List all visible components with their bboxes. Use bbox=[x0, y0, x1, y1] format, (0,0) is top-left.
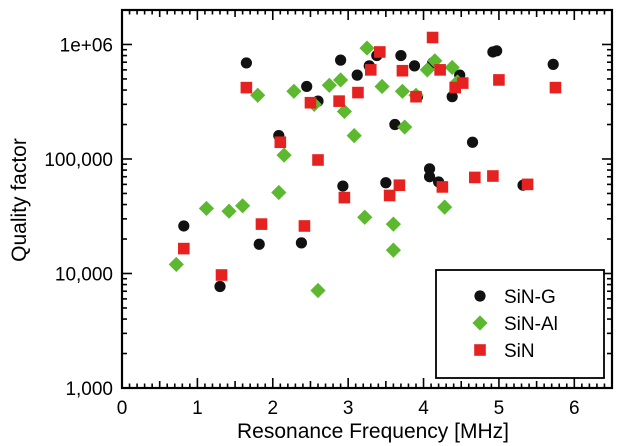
point-sin bbox=[255, 218, 268, 230]
point-sin-g bbox=[380, 177, 392, 189]
point-sin bbox=[426, 31, 439, 44]
point-sin-al bbox=[437, 199, 453, 215]
legend-label: SiN-Al bbox=[504, 314, 558, 335]
legend-marker bbox=[474, 344, 486, 356]
point-sin bbox=[393, 179, 406, 192]
legend-label: SiN bbox=[504, 341, 535, 362]
y-tick-label: 100,000 bbox=[44, 150, 113, 171]
point-sin-al bbox=[221, 203, 237, 219]
point-sin-al bbox=[235, 198, 251, 214]
point-sin-g bbox=[178, 220, 190, 232]
point-sin bbox=[469, 171, 481, 184]
point-sin-g bbox=[446, 91, 458, 103]
point-sin-g bbox=[335, 54, 347, 66]
x-tick-label: 2 bbox=[267, 398, 278, 419]
point-sin-al bbox=[357, 209, 373, 225]
point-sin-g bbox=[240, 57, 252, 69]
x-axis-title: Resonance Frequency [MHz] bbox=[237, 420, 509, 443]
point-sin bbox=[449, 81, 461, 94]
point-sin bbox=[374, 46, 386, 58]
point-sin bbox=[549, 81, 562, 94]
point-sin-g bbox=[491, 45, 503, 57]
point-sin-g bbox=[395, 49, 407, 62]
point-sin-al bbox=[359, 40, 375, 56]
point-sin-g bbox=[466, 136, 479, 148]
point-sin-al bbox=[336, 103, 352, 120]
point-sin bbox=[298, 220, 311, 232]
point-sin-al bbox=[374, 78, 390, 95]
point-sin-al bbox=[168, 256, 184, 273]
data-points bbox=[168, 31, 562, 299]
point-sin bbox=[521, 178, 534, 191]
point-sin-g bbox=[253, 238, 265, 250]
legend-box bbox=[435, 269, 605, 379]
point-sin-g bbox=[423, 171, 436, 183]
legend-marker bbox=[472, 315, 488, 331]
point-sin bbox=[434, 64, 446, 76]
point-sin-al bbox=[427, 53, 443, 69]
point-sin-g bbox=[408, 60, 421, 72]
point-sin-g bbox=[337, 180, 349, 192]
point-sin bbox=[338, 191, 351, 204]
tick-labels: 0 1 2 3 4 5 6 1,000 10,000 100,000 1e+06 bbox=[44, 35, 579, 419]
point-sin-al bbox=[310, 282, 326, 299]
point-sin-al bbox=[250, 87, 266, 103]
point-sin-g bbox=[301, 80, 313, 93]
point-sin-al bbox=[444, 59, 460, 76]
point-sin bbox=[383, 189, 396, 202]
point-sin bbox=[178, 242, 190, 255]
axis-ticks bbox=[121, 9, 613, 389]
y-tick-label: 10,000 bbox=[55, 264, 113, 285]
x-tick-label: 0 bbox=[117, 398, 128, 419]
point-sin-al bbox=[385, 216, 401, 232]
point-sin bbox=[215, 269, 228, 281]
point-sin-al bbox=[198, 200, 215, 217]
point-sin bbox=[240, 81, 253, 94]
x-tick-label: 5 bbox=[494, 398, 505, 419]
plot-frame bbox=[120, 8, 614, 390]
point-sin-al bbox=[346, 128, 362, 144]
point-sin-al bbox=[271, 184, 287, 201]
x-tick-label: 4 bbox=[418, 398, 429, 419]
point-sin-al bbox=[276, 147, 292, 163]
point-sin-g bbox=[351, 69, 363, 81]
point-sin-al bbox=[385, 242, 401, 258]
y-axis-title: Quality factor bbox=[8, 138, 31, 262]
legend: SiN-G SiN-Al SiN bbox=[435, 269, 605, 379]
x-tick-label: 6 bbox=[569, 398, 580, 419]
point-sin-g bbox=[295, 237, 308, 249]
point-sin-g bbox=[214, 280, 226, 293]
point-sin-g bbox=[423, 163, 436, 175]
plot-border bbox=[120, 8, 614, 390]
point-sin bbox=[436, 181, 449, 193]
x-tick-label: 1 bbox=[192, 398, 203, 419]
point-sin bbox=[364, 64, 377, 76]
point-sin bbox=[487, 170, 499, 182]
point-sin bbox=[410, 90, 422, 103]
point-sin bbox=[456, 77, 469, 89]
legend-marker bbox=[474, 290, 486, 302]
y-tick-label: 1,000 bbox=[65, 379, 113, 400]
point-sin bbox=[274, 136, 287, 149]
point-sin-al bbox=[321, 77, 337, 93]
point-sin bbox=[352, 86, 364, 99]
point-sin-g bbox=[547, 58, 559, 70]
y-tick-label: 1e+06 bbox=[60, 35, 113, 56]
point-sin-al bbox=[286, 83, 302, 99]
point-sin bbox=[396, 64, 409, 77]
point-sin bbox=[304, 96, 317, 109]
point-sin-al bbox=[419, 62, 435, 78]
point-sin bbox=[493, 74, 505, 86]
point-sin bbox=[312, 154, 324, 166]
point-sin-al bbox=[333, 72, 349, 88]
point-sin-al bbox=[397, 119, 413, 135]
point-sin bbox=[333, 95, 345, 107]
x-tick-label: 3 bbox=[343, 398, 354, 419]
point-sin-al bbox=[394, 83, 411, 99]
legend-label: SiN-G bbox=[504, 287, 556, 308]
